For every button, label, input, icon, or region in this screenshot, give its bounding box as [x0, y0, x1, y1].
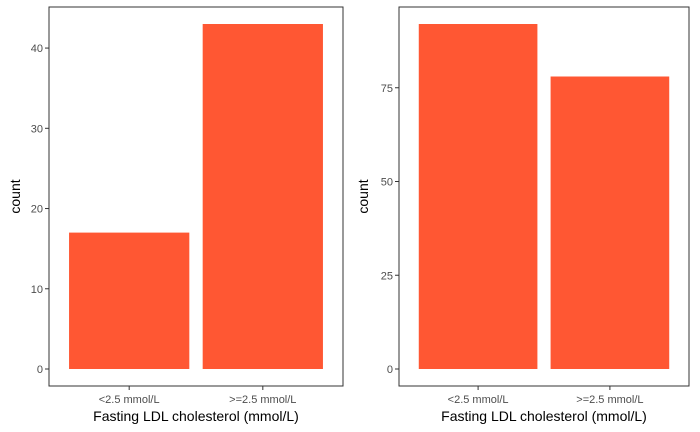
y-tick-label-right-3: 75: [381, 83, 393, 95]
y-tick-label-right-1: 25: [381, 270, 393, 282]
y-axis-title-left: count: [7, 179, 23, 213]
plot-frame-right: [398, 6, 690, 387]
x-axis-title-left: Fasting LDL cholesterol (mmol/L): [93, 408, 299, 424]
x-tick-label-right-1: >=2.5 mmol/L: [576, 394, 643, 406]
marks-right: 0 25 50 75 <2.5 mmol/L >=2.5 mmol/L: [381, 24, 670, 406]
plot-frame-left: [48, 6, 344, 387]
bar-left-2: [202, 24, 323, 369]
x-tick-label-left-1: >=2.5 mmol/L: [229, 394, 296, 406]
x-tick-label-left-0: <2.5 mmol/L: [99, 394, 160, 406]
y-tick-label-right-0: 0: [387, 364, 393, 376]
y-tick-label-left-3: 30: [31, 123, 43, 135]
x-axis-title-right: Fasting LDL cholesterol (mmol/L): [441, 408, 647, 424]
chart-left: 0 10 20 30 40 <2.5 mmol/L >=2.5 mmol/L Fasting…: [7, 6, 344, 424]
marks-left: 0 10 20 30 40 <2.5 mmol/L >=2.5 mmol/L: [31, 24, 323, 406]
y-tick-label-left-4: 40: [31, 43, 43, 55]
bar-right-2: [550, 76, 670, 369]
bar-right-1: [418, 24, 538, 369]
y-tick-label-left-2: 20: [31, 204, 43, 216]
x-tick-label-right-0: <2.5 mmol/L: [448, 394, 509, 406]
bar-left-1: [69, 232, 190, 369]
y-tick-label-left-1: 10: [31, 284, 43, 296]
chart-right: 0 25 50 75 <2.5 mmol/L >=2.5 mmol/L Fasting L…: [355, 6, 690, 424]
y-tick-label-right-2: 50: [381, 177, 393, 189]
y-tick-label-left-0: 0: [37, 364, 43, 376]
y-axis-title-right: count: [355, 179, 371, 213]
